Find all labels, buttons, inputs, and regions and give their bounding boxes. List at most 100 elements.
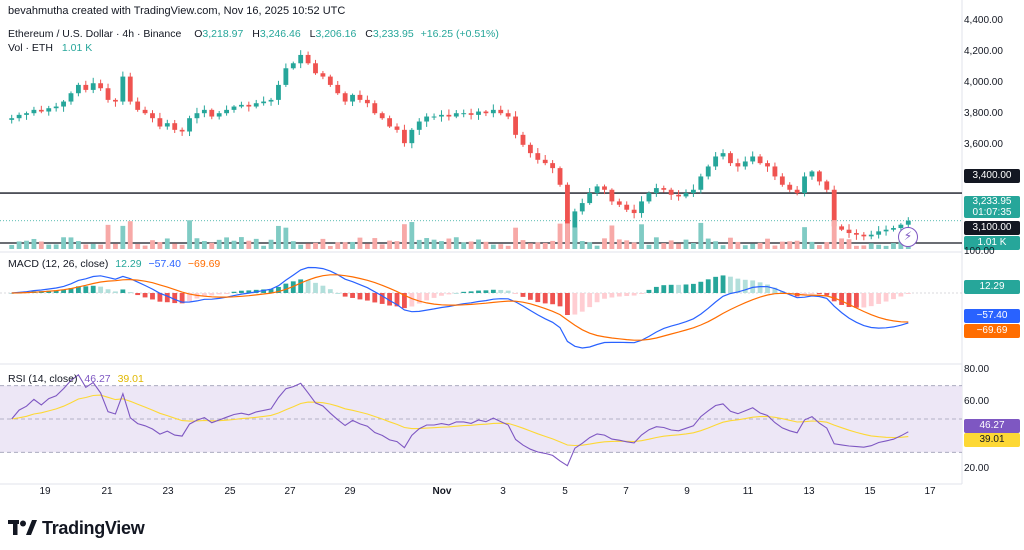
candle-body: [179, 129, 185, 132]
volume-bar: [201, 241, 207, 249]
candle-body: [446, 114, 452, 117]
candle-body: [231, 106, 237, 110]
candle-body: [631, 209, 637, 214]
macd-histogram-bar: [594, 293, 600, 303]
candle-body: [61, 101, 66, 107]
volume-bar: [157, 242, 163, 249]
candle-body: [364, 99, 370, 104]
candle-body: [98, 83, 104, 89]
candle-body: [720, 153, 726, 157]
macd-histogram-bar: [209, 293, 215, 296]
macd-histogram-bar: [342, 293, 348, 297]
volume-bar: [728, 237, 733, 249]
macd-histogram-bar: [816, 293, 822, 295]
candle-body: [705, 166, 711, 177]
macd-histogram-bar: [350, 293, 355, 298]
macd-histogram-bar: [854, 293, 859, 308]
macd-histogram-bar: [490, 289, 496, 293]
volume-bar: [276, 225, 281, 249]
macd-histogram-bar: [868, 293, 874, 307]
candle-body: [602, 186, 607, 190]
candle-body: [164, 123, 170, 127]
volume-bar: [231, 240, 237, 249]
volume-bar: [105, 224, 111, 249]
candle-body: [750, 156, 756, 162]
price-tick: 4,200.00: [964, 46, 1003, 57]
price-tick: 3,600.00: [964, 139, 1003, 150]
volume-bar: [565, 223, 570, 249]
volume-bar: [453, 237, 459, 249]
candle-body: [46, 108, 52, 112]
rsi-ma-value: 39.01: [117, 373, 144, 385]
volume-bar: [75, 241, 81, 249]
candle-body: [594, 186, 600, 194]
macd-histogram-bar: [698, 281, 704, 293]
candle-body: [216, 113, 222, 117]
candle-body: [698, 176, 704, 190]
volume-bar: [883, 245, 889, 249]
volume-bar: [891, 243, 896, 249]
volume-bar: [802, 227, 807, 249]
candle-body: [75, 84, 81, 94]
volume-bar: [631, 242, 637, 249]
volume-bar: [676, 243, 681, 249]
bar-countdown: 01:07:35: [972, 207, 1012, 218]
volume-bar: [579, 241, 585, 249]
volume-bar: [757, 242, 763, 249]
volume-bar: [187, 220, 192, 249]
macd-histogram-bar: [742, 279, 748, 293]
macd-histogram-bar: [468, 291, 474, 293]
macd-histogram-bar: [713, 276, 719, 293]
volume-bar: [653, 237, 659, 249]
candle-body: [38, 109, 44, 112]
candle-body: [779, 176, 785, 185]
time-axis[interactable]: 19 21 23 25 27 29 Nov 3 5 7 9 11 13 15 1…: [0, 486, 964, 500]
volume-bar: [587, 242, 593, 249]
macd-histogram-bar: [550, 293, 556, 305]
candle-body: [268, 99, 274, 102]
candle-body: [765, 163, 770, 167]
price-tick: 4,400.00: [964, 15, 1003, 26]
candle-body: [150, 113, 155, 119]
price-axis[interactable]: 4,400.00 4,200.00 4,000.00 3,800.00 3,60…: [964, 0, 1024, 490]
volume-bar: [38, 241, 44, 249]
candle-body: [772, 166, 778, 177]
macd-histogram-bar: [402, 293, 407, 309]
volume-bar: [327, 245, 333, 249]
macd-histogram-bar: [602, 293, 607, 299]
volume-bar: [142, 245, 148, 249]
lightning-icon[interactable]: ⚡: [898, 227, 918, 247]
close-label: C: [365, 28, 373, 40]
volume-bar: [31, 238, 37, 249]
volume-bar: [135, 243, 141, 249]
candle-body: [713, 156, 719, 167]
volume-bar: [765, 238, 770, 249]
time-tick: 11: [742, 486, 754, 497]
macd-histogram-bar: [305, 280, 311, 293]
symbol-title[interactable]: Ethereum / U.S. Dollar · 4h · Binance: [8, 28, 182, 40]
macd-histogram-bar: [557, 293, 563, 307]
candle-body: [416, 121, 422, 130]
volume-bar: [898, 241, 904, 249]
candle-body: [809, 171, 815, 177]
macd-histogram-bar: [239, 290, 244, 293]
candle-body: [53, 106, 59, 109]
candle-body: [728, 153, 733, 164]
volume-bar: [253, 238, 259, 249]
candle-body: [439, 114, 444, 117]
candle-body: [68, 93, 74, 102]
last-price-tag: 3,233.95 01:07:35: [964, 196, 1020, 218]
macd-histogram-bar: [876, 293, 882, 304]
volume-bar: [557, 223, 563, 249]
macd-histogram-bar: [461, 291, 467, 293]
rsi-tick: 60.00: [964, 396, 990, 407]
macd-histogram-bar: [75, 286, 81, 293]
candle-body: [513, 116, 518, 135]
volume-bar: [616, 239, 622, 249]
candle-body: [194, 113, 200, 119]
volume-bar: [691, 242, 696, 249]
candle-body: [527, 144, 533, 154]
candle-body: [409, 129, 415, 144]
volume-bar: [431, 239, 437, 249]
